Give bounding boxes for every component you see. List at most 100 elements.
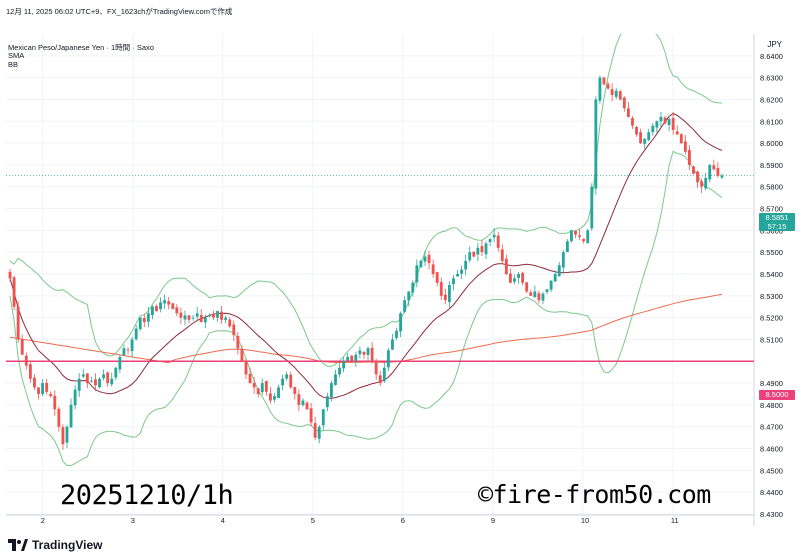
candle-body xyxy=(671,117,675,130)
candle-body xyxy=(37,387,40,394)
x-tick-label: 9 xyxy=(491,516,495,525)
candle-body xyxy=(77,378,81,391)
candle-body xyxy=(338,367,341,375)
candle-body xyxy=(313,423,317,438)
tradingview-logo[interactable]: TradingView xyxy=(8,538,102,552)
candle-body xyxy=(663,117,667,124)
y-tick-label: 8.4800 xyxy=(760,401,783,410)
candle-body xyxy=(358,350,362,355)
candle-body xyxy=(187,315,191,320)
candle-body xyxy=(146,313,150,322)
candle-body xyxy=(570,230,573,242)
level-price-tag: 8.5000 xyxy=(759,390,795,400)
y-tick-label: 8.5700 xyxy=(760,205,783,214)
candle-body xyxy=(142,318,146,322)
y-tick-label: 8.4900 xyxy=(760,379,783,388)
candle-body xyxy=(354,354,358,361)
candle-body xyxy=(606,84,610,89)
legend-sma[interactable]: SMA xyxy=(8,51,25,60)
candle-body xyxy=(720,175,724,178)
candle-body xyxy=(155,306,158,312)
y-tick-label: 8.4400 xyxy=(760,488,783,497)
candle-body xyxy=(716,167,720,176)
candle-body xyxy=(419,260,423,268)
candle-body xyxy=(622,97,626,109)
candle-body xyxy=(696,171,699,183)
candle-body xyxy=(586,230,590,244)
candle-body xyxy=(447,284,451,303)
candle-body xyxy=(708,164,712,180)
candle-body xyxy=(679,134,683,144)
candle-body xyxy=(374,362,378,375)
candle-body xyxy=(675,131,679,135)
candle-body xyxy=(411,282,415,293)
candle-body xyxy=(639,132,643,144)
last-price-tag: 8.5851 57:15 xyxy=(759,213,795,231)
y-tick-label: 8.6100 xyxy=(760,117,783,126)
chart-area[interactable]: 8.6400 8.6300 8.6200 8.6100 8.6000 8.5900 8.58… xyxy=(0,34,800,530)
y-tick-label: 8.5900 xyxy=(760,161,783,170)
candle-body xyxy=(114,367,118,378)
legend-bb[interactable]: BB xyxy=(8,60,19,69)
y-tick-label: 8.6000 xyxy=(760,139,783,148)
bb-upper-line xyxy=(9,34,723,367)
candle-body xyxy=(329,383,333,398)
y-tick-label: 8.4500 xyxy=(760,466,783,475)
candle-body xyxy=(692,166,695,174)
candle-body xyxy=(643,138,647,144)
candle-body xyxy=(626,108,630,117)
candle-body xyxy=(195,313,199,317)
candle-body xyxy=(342,361,346,369)
candle-body xyxy=(207,315,211,317)
candle-body xyxy=(49,393,53,397)
candle-body xyxy=(647,132,651,141)
candle-body xyxy=(659,116,663,122)
candle-body xyxy=(65,426,69,443)
candle-body xyxy=(423,256,427,262)
candle-body xyxy=(508,273,512,283)
candle-body xyxy=(578,235,582,237)
x-tick-label: 3 xyxy=(131,516,135,525)
y-tick-label: 8.5800 xyxy=(760,183,783,192)
candle-body xyxy=(8,271,12,279)
candle-body xyxy=(122,348,126,356)
candle-body xyxy=(110,378,114,385)
candle-body xyxy=(614,90,618,97)
candle-body xyxy=(98,378,101,388)
candle-body xyxy=(370,347,374,362)
candle-body xyxy=(687,149,691,165)
candle-body xyxy=(191,317,195,319)
candle-body xyxy=(651,125,655,133)
candle-body xyxy=(537,293,541,301)
price-chart[interactable]: 8.6400 8.6300 8.6200 8.6100 8.6000 8.5900 8.58… xyxy=(0,34,800,530)
candle-body xyxy=(504,258,508,274)
candle-body xyxy=(325,396,329,408)
legend-symbol[interactable]: Mexican Peso/Japanese Yen · 1時間 · Saxo xyxy=(8,43,154,52)
candle-body xyxy=(439,282,443,296)
candle-body xyxy=(179,312,183,318)
candle-body xyxy=(484,243,488,255)
candle-body xyxy=(496,235,500,248)
candle-body xyxy=(460,269,464,274)
candle-body xyxy=(521,272,525,283)
bar-countdown: 57:15 xyxy=(767,222,787,231)
candle-body xyxy=(598,77,602,101)
candle-body xyxy=(362,351,366,355)
candle-body xyxy=(216,311,219,318)
candle-body xyxy=(309,408,313,423)
candle-body xyxy=(134,328,138,340)
candle-body xyxy=(220,311,224,320)
y-tick-label: 8.4700 xyxy=(760,423,783,432)
candle-body xyxy=(89,380,93,382)
candle-body xyxy=(525,282,529,292)
candle-body xyxy=(452,278,455,285)
y-tick-label: 8.6400 xyxy=(760,52,783,61)
candle-body xyxy=(545,289,549,292)
candle-body xyxy=(277,387,280,399)
candle-body xyxy=(476,247,480,255)
last-price-value: 8.5851 xyxy=(765,213,789,222)
candle-body xyxy=(73,389,77,406)
candle-body xyxy=(183,315,187,320)
y-tick-label: 8.5200 xyxy=(760,314,783,323)
candle-body xyxy=(386,350,390,368)
